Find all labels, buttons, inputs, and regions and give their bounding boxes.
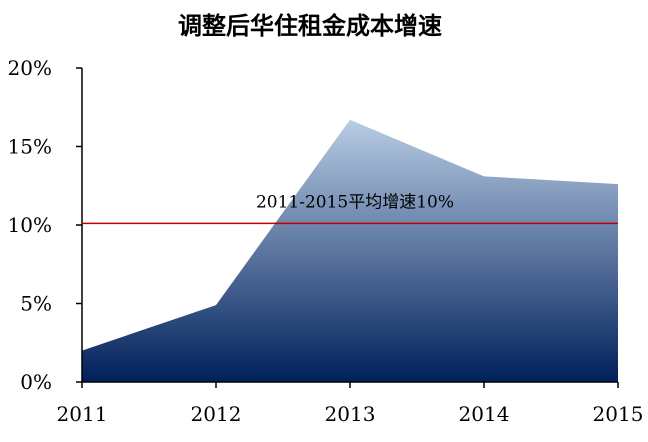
reference-line-label: 2011-2015平均增速10%	[256, 192, 454, 212]
x-tick-label: 2013	[325, 402, 376, 426]
y-tick-label: 20%	[8, 56, 52, 80]
x-tick-label: 2014	[459, 402, 510, 426]
series-area	[82, 119, 618, 382]
y-tick-label: 5%	[20, 292, 52, 316]
x-tick-label: 2011	[57, 402, 108, 426]
x-tick-label: 2015	[593, 402, 644, 426]
chart-title: 调整后华住租金成本增速	[178, 12, 442, 40]
y-tick-label: 10%	[8, 213, 52, 237]
y-tick-label: 15%	[8, 135, 52, 159]
x-tick-label: 2012	[191, 402, 242, 426]
y-tick-label: 0%	[20, 370, 52, 394]
